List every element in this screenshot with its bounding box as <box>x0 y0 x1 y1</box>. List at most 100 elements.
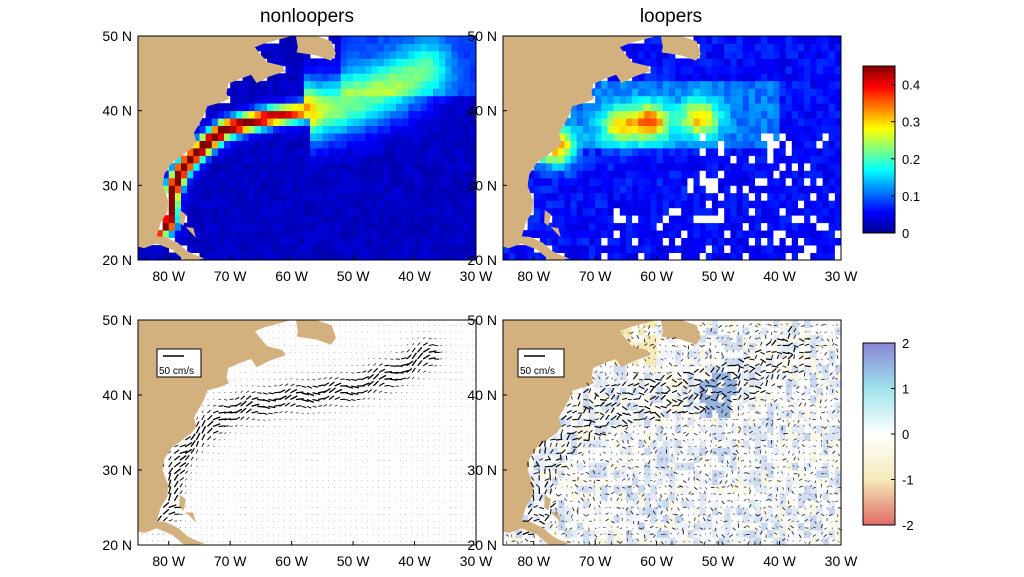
heatmap-cell <box>785 43 793 52</box>
heatmap-cell <box>390 230 397 238</box>
velocity-vector <box>411 337 414 340</box>
velocity-vector <box>411 385 414 387</box>
heatmap-cell <box>705 125 713 134</box>
heatmap-cell <box>346 245 354 253</box>
heatmap-cell <box>420 58 428 67</box>
heatmap-cell <box>638 148 645 156</box>
heatmap-cell <box>414 237 421 246</box>
heatmap-cell <box>644 215 651 224</box>
heatmap-cell <box>451 36 458 44</box>
heatmap-cell <box>810 73 817 82</box>
heatmap-cell <box>767 162 774 171</box>
velocity-vector <box>195 432 201 441</box>
heatmap-cell <box>503 245 510 253</box>
velocity-vector <box>234 396 240 400</box>
heatmap-cell <box>433 177 440 186</box>
heatmap-cell <box>469 80 476 89</box>
velocity-vector <box>223 425 229 428</box>
heatmap-cell <box>420 162 428 171</box>
difference-cell <box>589 530 596 538</box>
heatmap-cell <box>402 200 409 209</box>
heatmap-cell <box>463 148 471 156</box>
heatmap-cell <box>414 140 421 149</box>
heatmap-cell <box>742 215 750 224</box>
difference-cell <box>681 522 688 531</box>
heatmap-cell <box>582 125 590 134</box>
heatmap-cell <box>755 245 762 253</box>
heatmap-cell <box>711 65 719 74</box>
difference-cell <box>687 462 694 471</box>
heatmap-cell <box>353 65 360 74</box>
heatmap-cell <box>377 170 385 179</box>
velocity-vector <box>295 384 301 387</box>
difference-cell <box>546 447 553 456</box>
velocity-vector <box>334 388 343 394</box>
heatmap-cell <box>433 237 440 246</box>
difference-cell <box>619 387 627 396</box>
heatmap-cell <box>211 177 219 186</box>
velocity-vector <box>328 395 335 400</box>
heatmap-cell <box>619 230 627 238</box>
missing-data-cell <box>798 252 805 260</box>
velocity-vector <box>362 370 367 373</box>
difference-cell <box>656 477 664 486</box>
heatmap-cell <box>457 237 465 246</box>
heatmap-cell <box>822 252 830 260</box>
velocity-vector <box>361 541 363 543</box>
heatmap-cell <box>675 155 682 164</box>
heatmap-cell <box>199 245 206 253</box>
heatmap-cell <box>779 95 786 104</box>
heatmap-cell <box>711 73 719 82</box>
heatmap-cell <box>279 215 286 224</box>
heatmap-cell <box>650 133 657 141</box>
velocity-vector <box>279 411 283 414</box>
velocity-vector <box>416 534 418 536</box>
heatmap-cell <box>804 215 811 224</box>
heatmap-cell <box>469 125 476 134</box>
heatmap-cell <box>346 177 354 186</box>
difference-cell <box>601 395 608 403</box>
difference-cell <box>533 485 541 493</box>
heatmap-cell <box>297 80 305 89</box>
velocity-vector <box>223 411 233 414</box>
heatmap-cell <box>260 103 268 112</box>
heatmap-cell <box>469 65 476 74</box>
difference-cell <box>730 357 737 366</box>
heatmap-cell <box>273 73 280 82</box>
heatmap-cell <box>699 73 707 82</box>
heatmap-cell <box>433 125 440 134</box>
difference-cell <box>693 387 700 396</box>
difference-cell <box>675 402 682 411</box>
heatmap-cell <box>242 110 249 119</box>
heatmap-cell <box>334 140 342 149</box>
heatmap-cell <box>736 140 743 149</box>
heatmap-cell <box>328 110 335 119</box>
heatmap-cell <box>211 110 219 119</box>
heatmap-cell <box>383 230 391 238</box>
difference-cell <box>644 357 651 366</box>
difference-cell <box>638 522 645 531</box>
heatmap-cell <box>414 43 421 52</box>
heatmap-cell <box>297 125 305 134</box>
heatmap-cell <box>718 103 725 112</box>
difference-cell <box>668 485 676 493</box>
heatmap-cell <box>699 65 707 74</box>
colorbar-tick-label: 0.1 <box>902 189 920 204</box>
heatmap-cell <box>650 245 657 253</box>
difference-cell <box>650 372 657 381</box>
heatmap-cell <box>408 88 415 97</box>
heatmap-cell <box>687 88 694 97</box>
heatmap-cell <box>236 133 243 141</box>
heatmap-cell <box>619 80 627 89</box>
velocity-vector <box>389 365 397 367</box>
heatmap-cell <box>650 43 657 52</box>
heatmap-cell <box>340 162 348 171</box>
heatmap-cell <box>279 200 286 209</box>
difference-cell <box>711 350 719 358</box>
missing-data-cell <box>668 207 676 216</box>
heatmap-cell <box>224 88 231 97</box>
missing-data-cell <box>705 215 713 224</box>
heatmap-cell <box>718 177 725 186</box>
heatmap-cell <box>463 50 471 59</box>
heatmap-cell <box>377 36 385 44</box>
